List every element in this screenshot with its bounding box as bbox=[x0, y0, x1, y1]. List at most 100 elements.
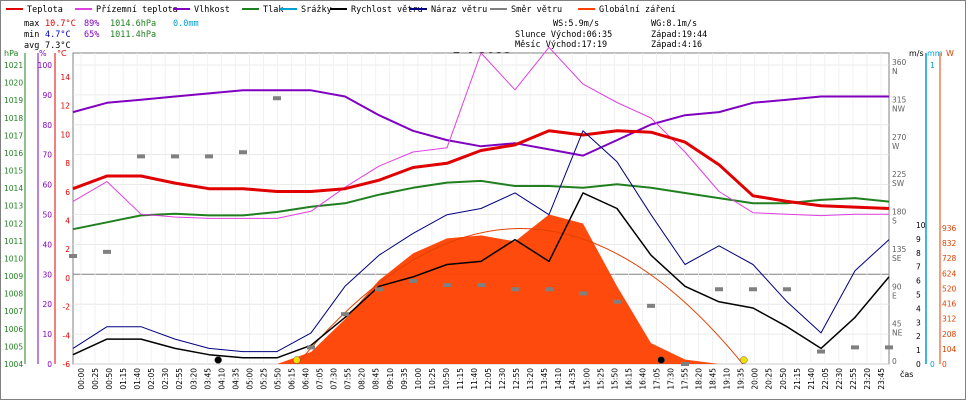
hum-tick-label: 80 bbox=[42, 121, 52, 130]
wind-tick-label: 5 bbox=[916, 291, 921, 300]
hum-tick-label: 100 bbox=[38, 61, 53, 70]
wind-tick-label: 4 bbox=[916, 304, 921, 313]
time-tick-label: 03:20 bbox=[189, 368, 198, 390]
time-tick-label: 20:00 bbox=[751, 368, 760, 390]
wind-tick-label: 2 bbox=[916, 332, 921, 341]
wind-tick-label: 3 bbox=[916, 318, 921, 327]
temp-tick-label: 4 bbox=[65, 217, 70, 226]
dir-tick-label: N bbox=[892, 67, 898, 76]
hum-tick-label: 70 bbox=[42, 151, 52, 160]
time-tick-label: 15:50 bbox=[610, 368, 619, 390]
stats-avg-temp: 7.3°C bbox=[45, 41, 71, 51]
wind-direction-mark bbox=[171, 154, 179, 159]
hum-tick-label: 40 bbox=[42, 240, 52, 249]
stats-block: max 10.7°C 89% 1014.6hPa 0.0mm min 4.7°C… bbox=[24, 19, 199, 51]
sun-marker bbox=[292, 356, 301, 364]
hpa-tick-label: 1009 bbox=[4, 272, 23, 281]
dir-tick-label: SW bbox=[892, 179, 905, 188]
hpa-tick-label: 1011 bbox=[4, 237, 23, 246]
hum-tick-label: 0 bbox=[47, 360, 52, 369]
time-tick-label: 22:05 bbox=[821, 368, 830, 390]
time-tick-label: 06:15 bbox=[288, 368, 297, 390]
hpa-tick-label: 1021 bbox=[4, 61, 23, 70]
legend-label: Vlhkost bbox=[194, 5, 230, 15]
dir-tick-deg: 135 bbox=[892, 245, 907, 254]
hum-unit-label: % bbox=[39, 49, 47, 58]
time-tick-label: 08:20 bbox=[358, 368, 367, 390]
time-tick-label: 02:05 bbox=[147, 368, 156, 390]
dir-tick-deg: 225 bbox=[892, 170, 907, 179]
rad-tick-label: 624 bbox=[942, 269, 957, 278]
time-tick-label: 19:35 bbox=[737, 368, 746, 390]
time-tick-label: 02:30 bbox=[161, 368, 170, 390]
x-axis: 00:00 00:25 00:50 01:15 01:40 02:05 02:30 02:55… bbox=[77, 368, 886, 390]
hpa-tick-label: 1010 bbox=[4, 254, 23, 263]
time-tick-label: 09:35 bbox=[400, 368, 409, 390]
wind-direction-mark bbox=[273, 96, 281, 101]
legend-label: Tlak bbox=[263, 5, 283, 15]
left-axes: 1021102010191018101710161015101410131012… bbox=[4, 61, 70, 369]
time-tick-label: 14:35 bbox=[568, 368, 577, 390]
dir-tick-deg: 90 bbox=[892, 282, 902, 291]
time-tick-label: 23:45 bbox=[877, 368, 886, 390]
dir-tick-label: S bbox=[892, 217, 897, 226]
time-tick-label: 06:40 bbox=[302, 368, 311, 390]
time-tick-label: 07:05 bbox=[316, 368, 325, 390]
legend-label: Směr větru bbox=[511, 5, 562, 15]
time-tick-label: 07:30 bbox=[330, 368, 339, 390]
info-ws: WS:5.9m/s bbox=[553, 19, 599, 29]
time-tick-label: 13:20 bbox=[526, 368, 535, 390]
legend-label: Rychlost větru bbox=[351, 5, 423, 15]
hpa-tick-label: 1019 bbox=[4, 96, 23, 105]
time-tick-label: 00:00 bbox=[77, 368, 86, 390]
time-tick-label: 12:05 bbox=[484, 368, 493, 390]
wind-tick-label: 1 bbox=[916, 346, 921, 355]
dir-tick-deg: 270 bbox=[892, 133, 907, 142]
time-tick-label: 10:25 bbox=[428, 368, 437, 390]
time-tick-label: 09:10 bbox=[386, 368, 395, 390]
stats-max-rain: 0.0mm bbox=[173, 19, 199, 29]
temp-tick-label: 12 bbox=[60, 102, 70, 111]
moon-marker bbox=[214, 356, 222, 364]
wind-direction-mark bbox=[103, 249, 111, 254]
time-tick-label: 04:10 bbox=[217, 368, 226, 390]
info-wg: WG:8.1m/s bbox=[651, 19, 697, 29]
stats-min-hum: 65% bbox=[84, 30, 99, 40]
wind-direction-mark bbox=[783, 287, 791, 292]
time-tick-label: 13:45 bbox=[540, 368, 549, 390]
time-tick-label: 01:15 bbox=[119, 368, 128, 390]
stats-max-press: 1014.6hPa bbox=[110, 19, 156, 29]
hpa-tick-label: 1004 bbox=[4, 360, 23, 369]
wind-tick-label: 6 bbox=[916, 277, 921, 286]
time-tick-label: 15:25 bbox=[596, 368, 605, 390]
time-tick-label: 00:25 bbox=[91, 368, 100, 390]
wind-direction-mark bbox=[409, 278, 417, 283]
series-temperature bbox=[72, 129, 890, 210]
hpa-tick-label: 1018 bbox=[4, 114, 23, 123]
temp-tick-label: -6 bbox=[63, 360, 71, 369]
info-sun: Slunce Východ:06:35 bbox=[515, 30, 612, 40]
stats-avg-label: avg bbox=[24, 41, 39, 51]
hpa-tick-label: 1020 bbox=[4, 79, 23, 88]
rad-tick-label: 832 bbox=[942, 239, 957, 248]
rain-tick-label: 0 bbox=[930, 360, 935, 369]
time-tick-label: 12:30 bbox=[498, 368, 507, 390]
time-tick-label: 08:45 bbox=[372, 368, 381, 390]
dir-tick-deg: 180 bbox=[892, 208, 907, 217]
time-tick-label: 05:50 bbox=[273, 368, 282, 390]
time-tick-label: 18:45 bbox=[709, 368, 718, 390]
stats-min-label: min bbox=[24, 30, 39, 40]
time-tick-label: 16:15 bbox=[624, 368, 633, 390]
time-tick-label: 23:20 bbox=[863, 368, 872, 390]
time-tick-label: 18:20 bbox=[695, 368, 704, 390]
rad-tick-label: 208 bbox=[942, 330, 957, 339]
moon-marker bbox=[657, 356, 665, 364]
dir-tick-label: E bbox=[892, 291, 897, 300]
time-tick-label: 15:00 bbox=[582, 368, 591, 390]
wind-direction-mark bbox=[511, 287, 519, 292]
hpa-unit-label: hPa bbox=[4, 49, 19, 58]
hum-tick-label: 10 bbox=[42, 330, 52, 339]
legend: Teplota Přízemní teplota Vlhkost Tlak Srážky… bbox=[6, 5, 676, 15]
time-tick-label: 11:15 bbox=[456, 368, 465, 390]
